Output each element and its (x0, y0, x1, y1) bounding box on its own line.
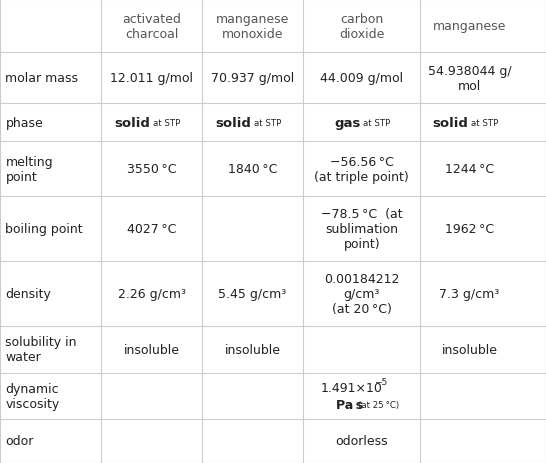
Text: boiling point: boiling point (5, 223, 83, 236)
Text: odorless: odorless (335, 434, 388, 448)
Text: melting
point: melting point (5, 156, 53, 183)
Text: 12.011 g/mol: 12.011 g/mol (110, 72, 193, 85)
Text: manganese
monoxide: manganese monoxide (216, 13, 289, 41)
Text: (at 25 °C): (at 25 °C) (358, 400, 399, 409)
Text: at STP: at STP (363, 119, 390, 128)
Text: at STP: at STP (471, 119, 498, 128)
Text: −78.5 °C  (at
sublimation
point): −78.5 °C (at sublimation point) (321, 208, 402, 250)
Text: molar mass: molar mass (5, 72, 79, 85)
Text: at STP: at STP (152, 119, 180, 128)
Text: 2.26 g/cm³: 2.26 g/cm³ (117, 288, 186, 300)
Text: 1.491×10: 1.491×10 (321, 381, 383, 394)
Text: 70.937 g/mol: 70.937 g/mol (211, 72, 294, 85)
Text: carbon
dioxide: carbon dioxide (339, 13, 384, 41)
Text: dynamic
viscosity: dynamic viscosity (5, 382, 60, 410)
Text: 54.938044 g/
mol: 54.938044 g/ mol (428, 65, 512, 93)
Text: Pa s: Pa s (336, 398, 363, 411)
Text: 3550 °C: 3550 °C (127, 163, 176, 176)
Text: insoluble: insoluble (224, 343, 281, 356)
Text: −56.56 °C
(at triple point): −56.56 °C (at triple point) (314, 156, 409, 183)
Text: solubility in
water: solubility in water (5, 336, 77, 363)
Text: density: density (5, 288, 51, 300)
Text: solid: solid (216, 117, 251, 130)
Text: solid: solid (432, 117, 468, 130)
Text: solid: solid (115, 117, 150, 130)
Text: 4027 °C: 4027 °C (127, 223, 176, 236)
Text: at STP: at STP (253, 119, 281, 128)
Text: odor: odor (5, 434, 34, 448)
Text: 0.00184212
g/cm³
(at 20 °C): 0.00184212 g/cm³ (at 20 °C) (324, 273, 400, 315)
Text: 7.3 g/cm³: 7.3 g/cm³ (440, 288, 500, 300)
Text: −5: −5 (374, 377, 388, 387)
Text: 44.009 g/mol: 44.009 g/mol (320, 72, 403, 85)
Text: 1244 °C: 1244 °C (445, 163, 494, 176)
Text: gas: gas (334, 117, 360, 130)
Text: manganese: manganese (433, 20, 506, 33)
Text: activated
charcoal: activated charcoal (122, 13, 181, 41)
Text: insoluble: insoluble (442, 343, 497, 356)
Text: phase: phase (5, 117, 43, 130)
Text: insoluble: insoluble (123, 343, 180, 356)
Text: 5.45 g/cm³: 5.45 g/cm³ (218, 288, 287, 300)
Text: 1840 °C: 1840 °C (228, 163, 277, 176)
Text: 1962 °C: 1962 °C (445, 223, 494, 236)
